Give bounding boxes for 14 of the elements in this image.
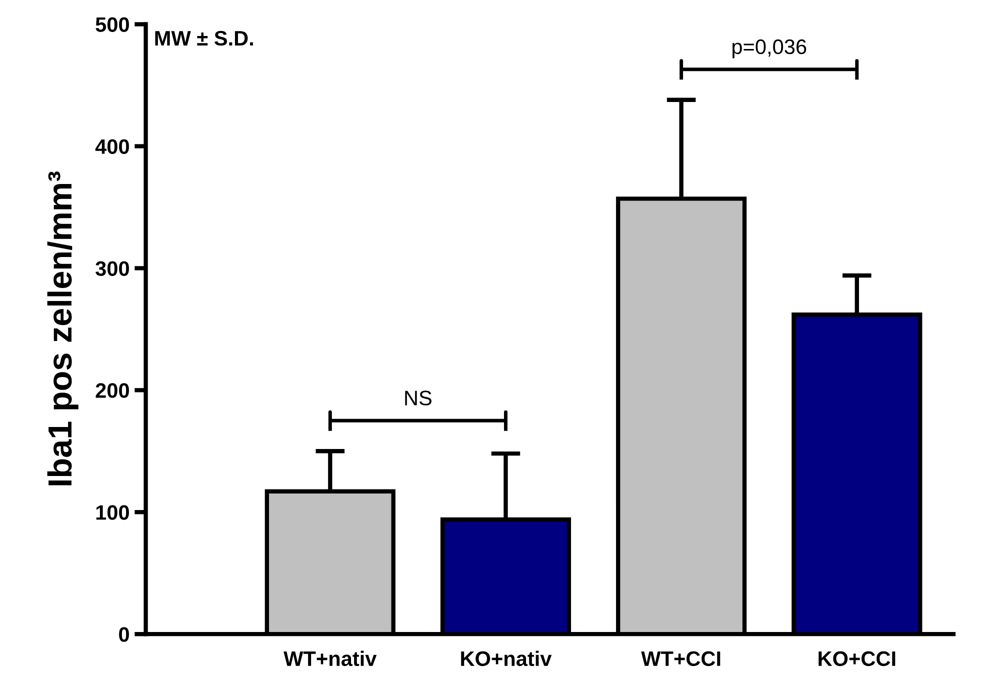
y-tick-label: 200 bbox=[96, 383, 129, 398]
x-tick-label: WT+CCI bbox=[641, 651, 720, 666]
y-tick-label: 400 bbox=[95, 139, 129, 154]
y-tick-label: 100 bbox=[96, 505, 129, 520]
x-tick-label: WT+nativ bbox=[284, 650, 377, 666]
y-tick-label: 500 bbox=[96, 17, 129, 32]
annotation: NS bbox=[405, 390, 432, 406]
annotation: p=0,036 bbox=[732, 39, 806, 58]
y-tick-label: 300 bbox=[96, 261, 129, 276]
x-tick-label: KO+CCI bbox=[818, 651, 896, 666]
y-axis-title: Iba1 pos zellen/mm³ bbox=[47, 172, 78, 486]
y-tick-label: 0 bbox=[119, 627, 129, 642]
x-tick-label: KO+nativ bbox=[461, 650, 552, 666]
annotation: MW ± S.D. bbox=[155, 30, 253, 46]
